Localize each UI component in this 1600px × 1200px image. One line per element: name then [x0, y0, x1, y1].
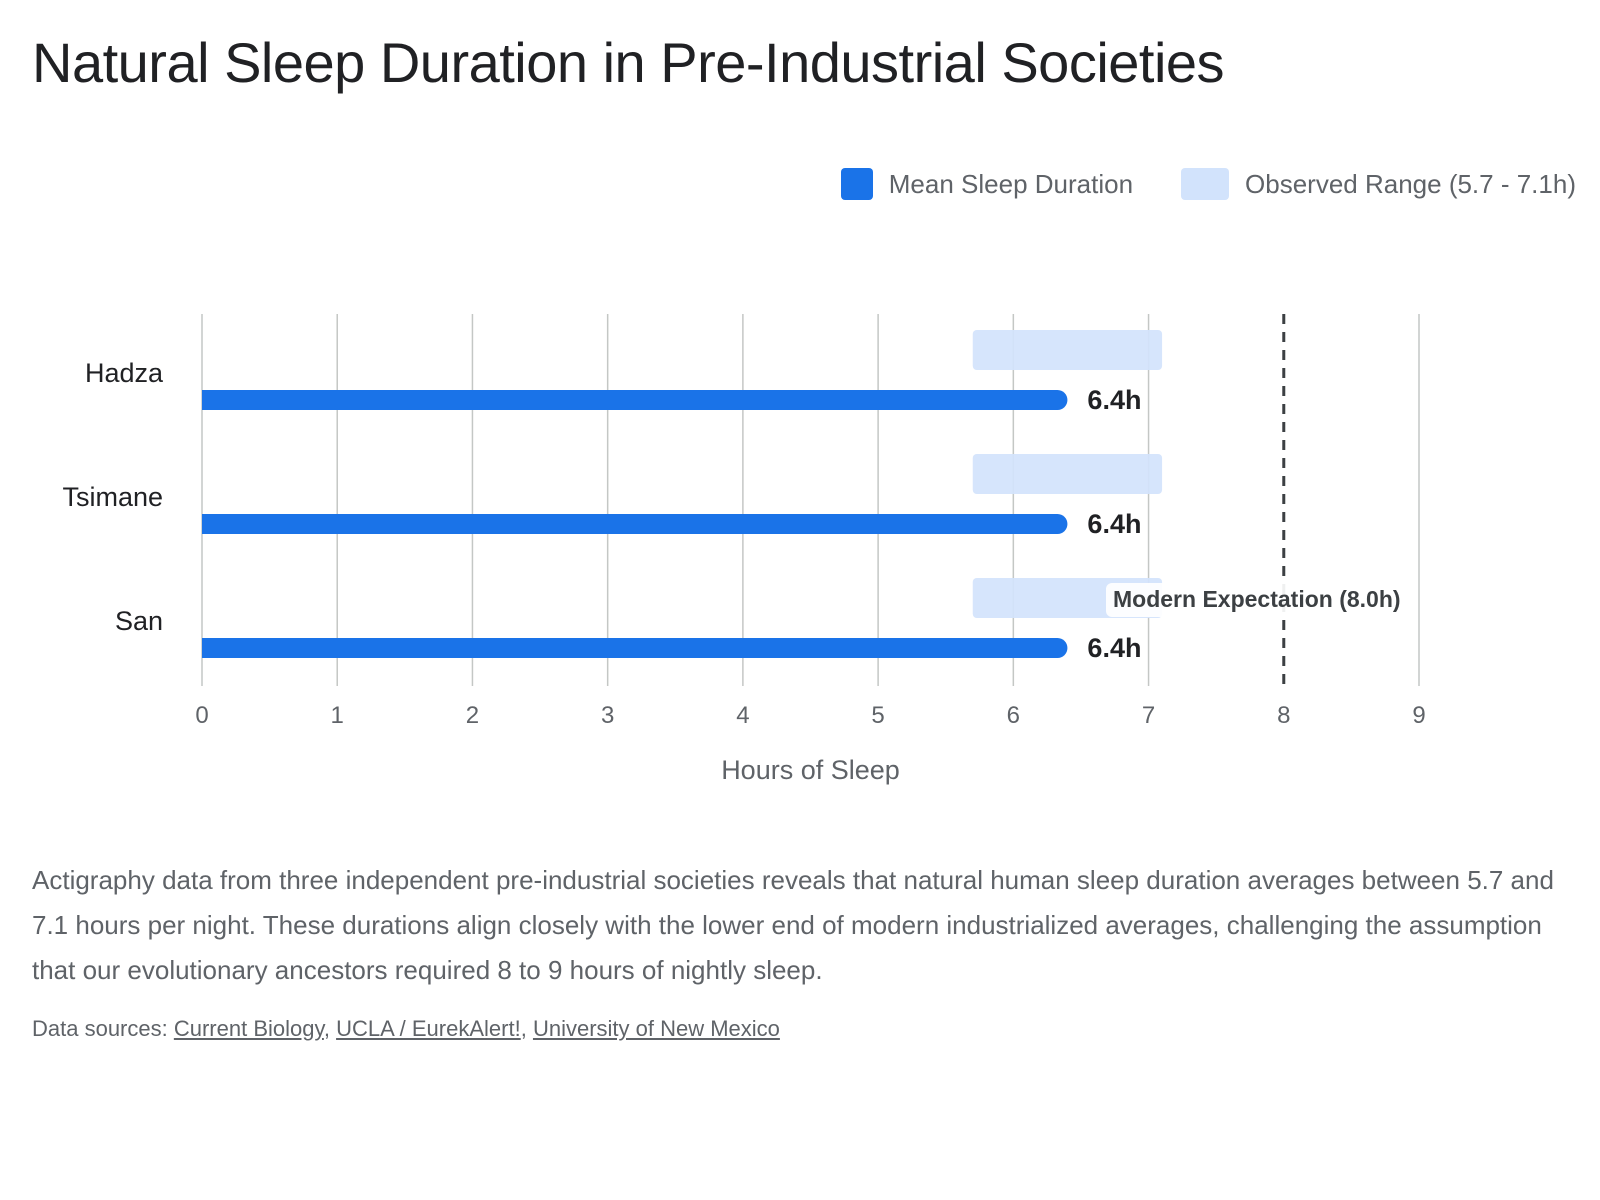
x-tick-label: 6: [1007, 702, 1020, 729]
mean-bar: [202, 390, 1068, 410]
x-tick-label: 8: [1277, 702, 1290, 729]
sources-prefix: Data sources:: [32, 1016, 174, 1041]
mean-bar: [202, 514, 1068, 534]
source-link-current-biology[interactable]: Current Biology: [173, 1016, 324, 1041]
data-sources: Data sources: Current Biology, UCLA / Eu…: [32, 1016, 780, 1042]
mean-bar-cap: [202, 514, 214, 534]
x-tick-label: 1: [331, 702, 344, 729]
category-label: San: [115, 606, 163, 636]
reference-label-background: [1106, 583, 1408, 617]
sources-separator: ,: [520, 1016, 533, 1041]
source-link-unm[interactable]: University of New Mexico: [532, 1016, 780, 1041]
bar-value-label: 6.4h: [1087, 633, 1141, 663]
chart-title: Natural Sleep Duration in Pre-Industrial…: [32, 31, 1225, 94]
x-tick-label: 4: [736, 702, 749, 729]
mean-bar-cap: [202, 638, 214, 658]
range-band: [972, 330, 1163, 370]
sources-separator: ,: [323, 1016, 337, 1041]
reference-line-label: Modern Expectation (8.0h): [1113, 586, 1401, 612]
x-tick-label: 0: [195, 702, 208, 729]
range-band: [972, 454, 1163, 494]
x-tick-label: 9: [1412, 702, 1425, 729]
legend-item-mean: Mean Sleep Duration: [840, 168, 1134, 200]
x-tick-label: 5: [871, 702, 884, 729]
mean-bar-cap: [202, 390, 214, 410]
x-axis-label: Hours of Sleep: [721, 755, 900, 785]
bar-value-label: 6.4h: [1087, 509, 1141, 539]
sleep-duration-chart: 0 1 2 3 4 5 6 7 8 9 6.4h Hadza 6.4h Tsimane 6.4h San Mod…: [62, 314, 1426, 785]
chart-legend: Mean Sleep Duration Observed Range (5.7 …: [793, 168, 1576, 200]
mean-bar: [202, 638, 1068, 658]
legend-item-range: Observed Range (5.7 - 7.1h): [1181, 168, 1576, 200]
legend-label-mean: Mean Sleep Duration: [888, 168, 1134, 199]
legend-swatch-mean: [840, 168, 873, 200]
source-link-ucla-eurekalert[interactable]: UCLA / EurekAlert!: [336, 1016, 521, 1041]
category-label: Tsimane: [62, 482, 163, 512]
legend-label-range: Observed Range (5.7 - 7.1h): [1245, 168, 1576, 199]
x-tick-label: 3: [601, 702, 614, 729]
legend-swatch-range: [1181, 168, 1230, 200]
category-label: Hadza: [85, 358, 164, 388]
x-tick-label: 2: [466, 702, 479, 729]
x-tick-label: 7: [1142, 702, 1155, 729]
chart-description: Actigraphy data from three independent p…: [32, 865, 1554, 985]
bar-value-label: 6.4h: [1087, 385, 1141, 415]
